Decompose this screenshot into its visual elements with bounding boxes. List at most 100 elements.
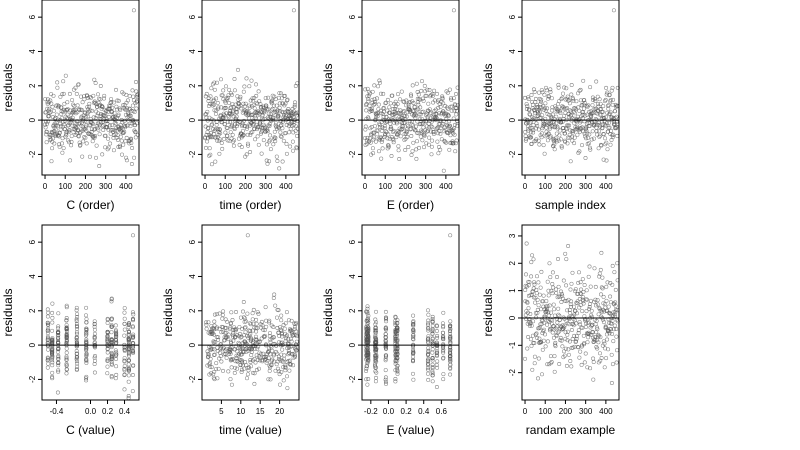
data-point	[217, 350, 222, 355]
data-point	[614, 114, 619, 119]
data-point	[75, 119, 80, 124]
data-point	[111, 100, 116, 105]
data-point	[546, 293, 551, 298]
data-point	[223, 105, 228, 110]
data-point	[212, 353, 216, 357]
data-point	[266, 377, 271, 382]
data-point	[209, 327, 214, 332]
data-point	[448, 233, 453, 238]
data-point	[574, 336, 579, 341]
data-point	[526, 97, 531, 101]
data-point	[602, 365, 607, 370]
data-point	[237, 357, 242, 362]
data-point	[276, 354, 281, 359]
data-point	[599, 285, 604, 290]
data-point	[572, 318, 577, 323]
data-point	[124, 155, 129, 160]
data-point	[609, 321, 614, 326]
data-point	[582, 131, 587, 136]
data-point	[84, 376, 88, 381]
data-point	[290, 351, 295, 356]
data-point	[292, 327, 297, 332]
data-point	[365, 360, 370, 365]
data-point	[208, 135, 213, 140]
data-point	[116, 138, 120, 142]
data-point	[416, 92, 421, 97]
data-point	[567, 123, 572, 128]
data-point	[284, 151, 289, 156]
data-point	[286, 358, 291, 363]
data-point	[46, 310, 51, 315]
data-point	[580, 112, 585, 117]
data-point	[581, 301, 586, 306]
data-point	[105, 119, 110, 124]
data-point	[524, 107, 529, 111]
data-point	[531, 319, 536, 324]
data-point	[289, 318, 294, 323]
data-point	[427, 135, 432, 140]
data-point	[226, 95, 231, 100]
data-point	[579, 362, 584, 367]
data-point	[251, 339, 256, 344]
data-point	[109, 330, 114, 335]
data-point	[609, 381, 614, 385]
data-point	[226, 100, 231, 105]
data-point	[50, 352, 55, 357]
data-point	[367, 103, 372, 108]
data-point	[565, 332, 570, 337]
data-point	[245, 233, 250, 238]
data-point	[590, 103, 595, 108]
y-tick-label: 2	[188, 308, 197, 313]
data-point	[101, 128, 106, 132]
data-point	[389, 135, 394, 139]
data-point	[208, 356, 213, 361]
data-point	[45, 328, 50, 333]
data-point	[106, 114, 111, 119]
data-point	[75, 312, 80, 317]
data-point	[383, 379, 388, 384]
data-point	[364, 369, 369, 373]
data-point	[611, 339, 616, 344]
data-point	[601, 104, 606, 109]
data-point	[416, 102, 421, 107]
data-point	[233, 344, 238, 349]
data-point	[448, 359, 453, 364]
data-point	[429, 124, 434, 129]
data-point	[75, 103, 80, 108]
data-point	[605, 280, 610, 285]
data-point	[213, 135, 218, 140]
data-point	[210, 122, 215, 127]
data-point	[410, 149, 415, 154]
data-point	[385, 97, 390, 102]
data-point	[404, 103, 409, 108]
data-point	[71, 107, 76, 112]
data-point	[542, 151, 547, 156]
data-point	[542, 327, 546, 332]
x-axis-label: sample index	[535, 198, 606, 212]
data-point	[100, 104, 104, 109]
x-tick-label: 20	[275, 407, 284, 416]
data-point	[92, 362, 97, 366]
data-point	[531, 87, 536, 92]
data-point	[529, 323, 534, 328]
y-tick-label: 4	[348, 49, 357, 54]
data-point	[391, 130, 396, 134]
data-point	[69, 134, 74, 139]
y-tick-label: 2	[508, 261, 517, 266]
data-point	[128, 113, 133, 118]
data-point	[550, 108, 555, 113]
data-point	[564, 127, 569, 132]
data-point	[248, 328, 253, 333]
data-point	[91, 93, 96, 98]
data-point	[441, 109, 446, 114]
data-point	[377, 122, 382, 127]
data-point	[248, 338, 253, 343]
x-tick-label: 300	[579, 182, 593, 191]
y-axis-label: residuals	[1, 63, 15, 111]
data-point	[246, 116, 251, 121]
data-point	[103, 113, 108, 118]
data-point	[228, 358, 233, 363]
data-point	[206, 320, 211, 325]
data-point	[130, 146, 135, 150]
data-point	[448, 354, 453, 359]
